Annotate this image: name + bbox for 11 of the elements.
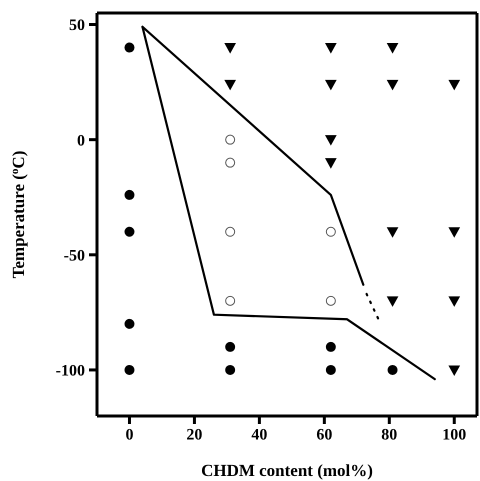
y-tick-label: 0 (77, 132, 85, 150)
x-tick-label: 100 (442, 426, 466, 444)
x-tick-label: 20 (186, 426, 202, 444)
x-tick-label: 60 (316, 426, 332, 444)
y-tick-label: -100 (56, 362, 85, 380)
x-tick-label: 40 (251, 426, 268, 444)
x-tick-label: 0 (125, 426, 134, 444)
y-tick-label: -50 (64, 247, 85, 264)
x-tick-label: 80 (381, 426, 398, 444)
x-axis-title: CHDM content (mol%) (201, 461, 373, 480)
y-tick-label: 50 (69, 17, 85, 34)
